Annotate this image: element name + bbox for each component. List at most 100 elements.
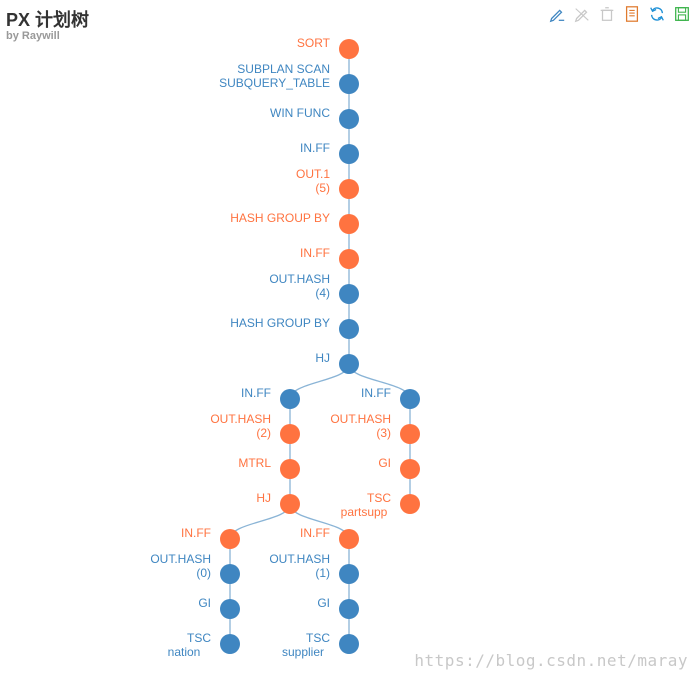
tree-node-label: HJ [315,351,330,365]
tree-node-label: MTRL [238,456,271,470]
tree-node[interactable]: OUT.HASH(0) [150,552,240,584]
tree-node-label: GI [378,456,391,470]
tree-node-dot[interactable] [220,529,240,549]
tree-node[interactable]: GI [378,456,420,479]
tree-node-label: OUT.HASH [330,412,391,426]
tree-node-label: GI [198,596,211,610]
mark-clear-icon[interactable] [597,4,617,24]
tree-node-label: OUT.1 [296,167,330,181]
tree-node-label: (5) [315,181,330,195]
tree-edge [229,503,291,540]
tree-node[interactable]: OUT.HASH(1) [269,552,359,584]
tree-node[interactable]: HASH GROUP BY [230,316,359,339]
tree-node-dot[interactable] [339,39,359,59]
tree-node-label: SUBQUERY_TABLE [219,76,330,90]
tree-node-dot[interactable] [339,214,359,234]
data-view-icon[interactable] [622,4,642,24]
tree-node-label: WIN FUNC [270,106,330,120]
tree-node-dot[interactable] [339,144,359,164]
tree-node-label: TSC [367,491,391,505]
tree-node[interactable]: IN.FF [361,386,420,409]
tree-node-label: IN.FF [300,141,330,155]
tree-node-label: IN.FF [361,386,391,400]
tree-node-dot[interactable] [339,354,359,374]
tree-node-label: SUBPLAN SCAN [237,62,330,76]
tree-node-dot[interactable] [339,634,359,654]
tree-node[interactable]: SORT [297,36,359,59]
tree-node-label: OUT.HASH [210,412,271,426]
tree-node-dot[interactable] [339,529,359,549]
tree-node[interactable]: IN.FF [241,386,300,409]
tree-node-label: (4) [315,286,330,300]
save-image-icon[interactable] [672,4,692,24]
chart-subtitle: by Raywill [6,30,60,42]
tree-node-label: HASH GROUP BY [230,211,330,225]
tree-node-label: GI [317,596,330,610]
mark-undo-icon[interactable] [572,4,592,24]
tree-node-label: (1) [315,566,330,580]
tree-node-dot[interactable] [339,109,359,129]
tree-node[interactable]: OUT.HASH(4) [269,272,359,304]
tree-node[interactable]: OUT.HASH(3) [330,412,420,444]
tree-edge [289,363,350,400]
tree-node-dot[interactable] [220,599,240,619]
tree-node[interactable]: GI [317,596,359,619]
tree-node-label: OUT.HASH [269,552,330,566]
tree-node[interactable]: IN.FF [300,246,359,269]
tree-node-label: HJ [256,491,271,505]
tree-node-label: OUT.HASH [269,272,330,286]
tree-node-label: (3) [376,426,391,440]
tree-node-dot[interactable] [280,459,300,479]
tree-node-dot[interactable] [280,494,300,514]
tree-node-sublabel: supplier [282,645,324,659]
tree-node[interactable]: HJ [256,491,300,514]
tree-node[interactable]: OUT.HASH(2) [210,412,300,444]
restore-icon[interactable] [647,4,667,24]
tree-node-label: (2) [256,426,271,440]
tree-node[interactable]: OUT.1(5) [296,167,359,199]
tree-node-dot[interactable] [220,634,240,654]
tree-node[interactable]: WIN FUNC [270,106,359,129]
toolbox [547,4,692,24]
tree-node-label: IN.FF [181,526,211,540]
tree-node-dot[interactable] [339,284,359,304]
tree-node-dot[interactable] [280,389,300,409]
tree-node-dot[interactable] [400,459,420,479]
tree-node-label: (0) [196,566,211,580]
tree-node-dot[interactable] [400,494,420,514]
tree-node-dot[interactable] [339,599,359,619]
tree-node-dot[interactable] [339,249,359,269]
tree-node-dot[interactable] [339,74,359,94]
tree-node[interactable]: IN.FF [181,526,240,549]
tree-node-label: HASH GROUP BY [230,316,330,330]
tree-node-dot[interactable] [339,179,359,199]
tree-node-label: TSC [187,631,211,645]
tree-node-label: OUT.HASH [150,552,211,566]
chart-title: PX 计划树 [6,10,90,30]
tree-node-label: IN.FF [241,386,271,400]
tree-node-dot[interactable] [400,424,420,444]
tree-node[interactable]: MTRL [238,456,300,479]
tree-node-dot[interactable] [220,564,240,584]
tree-node[interactable]: HJ [315,351,359,374]
watermark: https://blog.csdn.net/maray [414,651,688,670]
tree-node[interactable]: IN.FF [300,526,359,549]
tree-node-label: IN.FF [300,246,330,260]
tree-node-dot[interactable] [280,424,300,444]
tree-node[interactable]: HASH GROUP BY [230,211,359,234]
tree-node[interactable]: IN.FF [300,141,359,164]
tree-node-label: IN.FF [300,526,330,540]
tree-node-label: SORT [297,36,331,50]
mark-icon[interactable] [547,4,567,24]
tree-node-dot[interactable] [339,319,359,339]
tree-node[interactable]: GI [198,596,240,619]
tree-node-dot[interactable] [400,389,420,409]
tree-node-dot[interactable] [339,564,359,584]
tree-node-sublabel: nation [168,645,201,659]
tree-node-sublabel: partsupp [341,505,388,519]
